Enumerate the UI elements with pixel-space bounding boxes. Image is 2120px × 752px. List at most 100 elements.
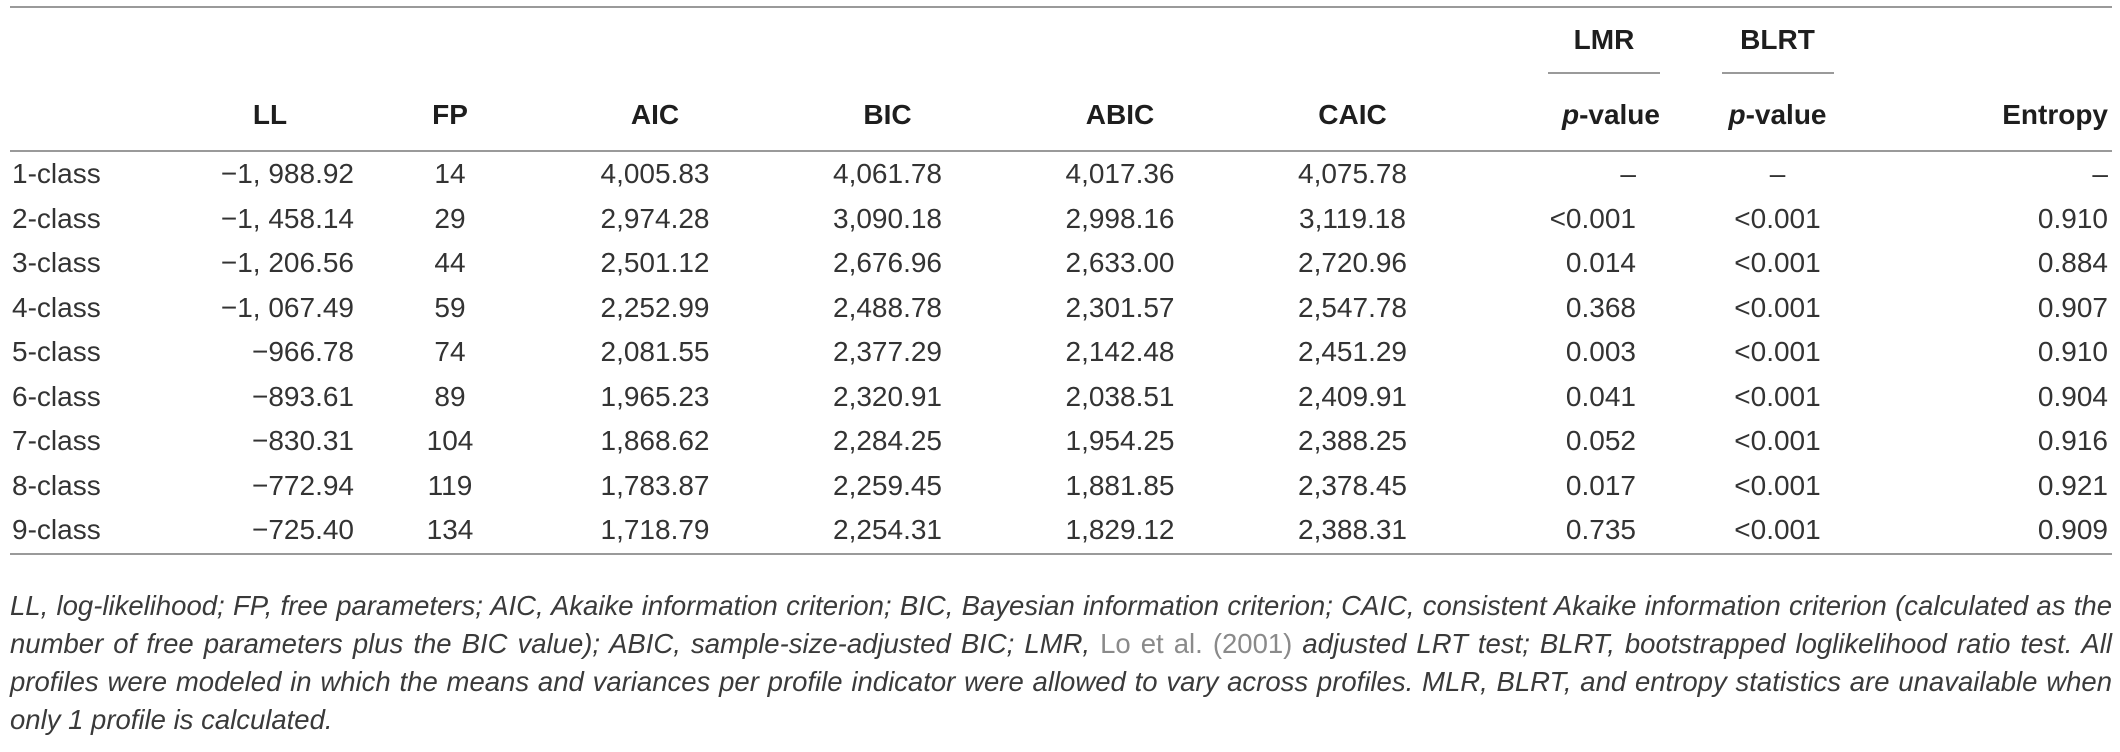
table-row: 9-class −725.40 134 1,718.79 2,254.31 1,829.1… <box>10 508 2112 555</box>
caic-cell: 2,378.45 <box>1298 469 1407 501</box>
column-header-caic: CAIC <box>1235 80 1470 152</box>
caic-cell: 2,720.96 <box>1298 247 1407 279</box>
footnote-text-before-ref: LL, log-likelihood; FP, free parameters;… <box>10 590 2112 659</box>
fp-cell: 119 <box>427 469 473 501</box>
aic-cell: 4,005.83 <box>600 158 710 190</box>
table-row: 6-class −893.61 89 1,965.23 2,320.91 2,038.51… <box>10 375 2112 420</box>
caic-cell: 2,388.31 <box>1235 508 1470 555</box>
bic-cell: 2,488.78 <box>833 291 942 323</box>
bic-cell: 4,061.78 <box>833 158 942 190</box>
lmr-pvalue-cell: 0.014 <box>1565 247 1636 279</box>
abic-cell: 2,142.48 <box>1065 336 1175 368</box>
row-label: 1-class <box>12 158 101 190</box>
blrt-pvalue-cell: <0.001 <box>1734 469 1821 501</box>
caic-cell: 4,075.78 <box>1298 158 1407 190</box>
fp-cell: 104 <box>426 425 474 457</box>
lmr-pvalue-cell: <0.001 <box>1549 202 1636 234</box>
ll-cell: −966.78 <box>252 336 354 368</box>
lmr-pvalue-cell: 0.041 <box>1565 380 1636 412</box>
aic-cell: 2,081.55 <box>600 336 710 368</box>
row-label: 4-class <box>12 291 101 323</box>
table-row: 7-class −830.31 104 1,868.62 2,284.25 1,954.2… <box>10 419 2112 464</box>
aic-cell: 1,965.23 <box>600 380 710 412</box>
group-header-row: LMR BLRT <box>10 6 2112 80</box>
caic-cell: 2,547.78 <box>1298 291 1407 323</box>
aic-cell: 1,718.79 <box>540 508 770 555</box>
table-row: 1-class −1, 988.92 14 4,005.83 4,061.78 4,017… <box>10 151 2112 197</box>
bic-cell: 2,377.29 <box>833 336 942 368</box>
aic-cell: 2,974.28 <box>600 202 710 234</box>
caic-cell: 2,409.91 <box>1298 380 1407 412</box>
row-label: 9-class <box>10 508 150 555</box>
column-header-aic: AIC <box>540 80 770 152</box>
fp-cell: 134 <box>360 508 540 555</box>
caic-cell: 2,388.25 <box>1298 425 1407 457</box>
bic-cell: 2,320.91 <box>833 380 942 412</box>
ll-cell: −1, 067.49 <box>220 291 354 323</box>
column-header-lmr-pvalue: p-value <box>1470 80 1670 152</box>
fp-cell: 14 <box>434 158 466 190</box>
ll-cell: −725.40 <box>150 508 360 555</box>
blrt-pvalue-cell: <0.001 <box>1734 336 1821 368</box>
table-row: 4-class −1, 067.49 59 2,252.99 2,488.78 2,301… <box>10 286 2112 331</box>
blrt-pvalue-cell: <0.001 <box>1734 425 1821 457</box>
blrt-pvalue-cell: <0.001 <box>1734 202 1821 234</box>
row-label: 2-class <box>12 202 101 234</box>
lmr-pvalue-cell: 0.052 <box>1565 425 1636 457</box>
row-label: 5-class <box>12 336 101 368</box>
model-fit-table-container: LMR BLRT LL FP AIC BIC ABIC CAIC p-value <box>10 6 2112 555</box>
row-label: 8-class <box>12 469 101 501</box>
column-header-ll: LL <box>150 80 360 152</box>
fp-cell: 44 <box>434 247 466 279</box>
lmr-group-header: LMR <box>1548 24 1660 74</box>
row-label: 6-class <box>12 380 101 412</box>
citation-link[interactable]: Lo et al. (2001) <box>1100 628 1293 659</box>
table-row: 5-class −966.78 74 2,081.55 2,377.29 2,142.48… <box>10 330 2112 375</box>
column-header-label <box>10 80 150 152</box>
blrt-pvalue-cell: <0.001 <box>1734 380 1821 412</box>
entropy-cell: 0.904 <box>2037 380 2108 412</box>
lmr-pvalue-cell: 0.017 <box>1565 469 1636 501</box>
aic-cell: 1,868.62 <box>600 425 710 457</box>
table-row: 8-class −772.94 119 1,783.87 2,259.45 1,881.8… <box>10 464 2112 509</box>
ll-cell: −1, 206.56 <box>220 247 354 279</box>
blrt-group-header: BLRT <box>1721 24 1834 74</box>
footnote-text-after-ref: adjusted LRT test; BLRT, bootstrapped lo… <box>10 628 2112 735</box>
abic-cell: 2,998.16 <box>1065 202 1175 234</box>
column-header-abic: ABIC <box>1005 80 1235 152</box>
entropy-cell: 0.910 <box>2037 202 2108 234</box>
ll-cell: −772.94 <box>252 469 354 501</box>
lmr-pvalue-cell: 0.735 <box>1470 508 1670 555</box>
column-header-row: LL FP AIC BIC ABIC CAIC p-value p-value … <box>10 80 2112 152</box>
entropy-cell: 0.907 <box>2037 291 2108 323</box>
model-fit-table: LMR BLRT LL FP AIC BIC ABIC CAIC p-value <box>10 6 2112 555</box>
table-body: 1-class −1, 988.92 14 4,005.83 4,061.78 4,017… <box>10 151 2112 555</box>
ll-cell: −830.31 <box>252 425 354 457</box>
row-label: 7-class <box>12 425 101 457</box>
ll-cell: −1, 458.14 <box>220 202 354 234</box>
row-label: 3-class <box>12 247 101 279</box>
ll-cell: −893.61 <box>252 380 354 412</box>
bic-cell: 2,284.25 <box>833 425 942 457</box>
column-header-fp: FP <box>360 80 540 152</box>
entropy-cell: 0.884 <box>2037 247 2108 279</box>
caic-cell: 2,451.29 <box>1298 336 1407 368</box>
entropy-cell: 0.909 <box>1885 508 2112 555</box>
table-row: 2-class −1, 458.14 29 2,974.28 3,090.18 2,998… <box>10 197 2112 242</box>
fp-cell: 59 <box>434 291 466 323</box>
abic-cell: 2,633.00 <box>1065 247 1175 279</box>
table-row: 3-class −1, 206.56 44 2,501.12 2,676.96 2,633… <box>10 241 2112 286</box>
bic-cell: 2,254.31 <box>770 508 1005 555</box>
abic-cell: 1,954.25 <box>1065 425 1175 457</box>
bic-cell: 2,259.45 <box>833 469 942 501</box>
column-header-blrt-pvalue: p-value <box>1670 80 1885 152</box>
blrt-pvalue-cell: <0.001 <box>1734 291 1821 323</box>
lmr-pvalue-cell: – <box>1620 158 1636 190</box>
aic-cell: 1,783.87 <box>600 469 710 501</box>
fp-cell: 89 <box>434 380 466 412</box>
column-header-bic: BIC <box>770 80 1005 152</box>
entropy-cell: 0.921 <box>2037 469 2108 501</box>
abic-cell: 2,301.57 <box>1065 291 1175 323</box>
abic-cell: 1,829.12 <box>1005 508 1235 555</box>
blrt-pvalue-cell: <0.001 <box>1670 508 1885 555</box>
